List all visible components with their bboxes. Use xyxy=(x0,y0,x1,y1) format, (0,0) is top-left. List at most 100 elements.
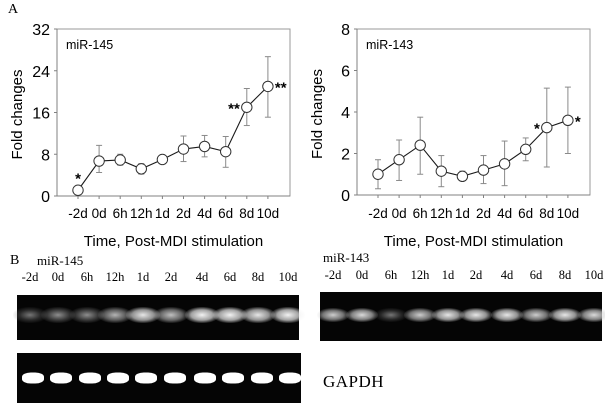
y-axis-label: Fold changes xyxy=(309,69,326,159)
lane-label: 6h xyxy=(80,270,94,284)
gel-gapdh xyxy=(17,353,301,403)
lane-label: 8d xyxy=(251,270,265,284)
gel-band xyxy=(70,307,104,323)
chart-mir145: 0 8 16 24 32 -2d 0d 6h 12h 1d 2d 4d 6d 8d 10d Time, Pos… xyxy=(9,22,291,250)
gapdh-label: GAPDH xyxy=(323,372,385,391)
gel-band xyxy=(107,372,129,384)
lane-label: 2d xyxy=(164,270,178,284)
lane-label: 10d xyxy=(584,268,604,282)
gel-mir145-title: miR-145 xyxy=(37,253,84,268)
lane-label: 2d xyxy=(469,268,483,282)
x-tick-label: 8d xyxy=(539,206,554,221)
plot-frame xyxy=(356,28,591,196)
x-tick-label: 6d xyxy=(218,206,233,221)
y-tick-label: 8 xyxy=(41,147,50,164)
data-point xyxy=(135,163,148,175)
data-point xyxy=(372,168,384,180)
lane-label: 4d xyxy=(500,268,514,282)
data-point xyxy=(177,143,190,155)
gel-band xyxy=(135,372,157,384)
gel-band xyxy=(317,308,349,322)
data-point xyxy=(262,80,274,93)
y-tick-label: 32 xyxy=(32,22,50,39)
gel-band xyxy=(271,307,305,323)
x-tick-label: 1d xyxy=(455,206,470,221)
x-tick-label: 6d xyxy=(518,206,533,221)
gel-band xyxy=(194,372,216,384)
gel-band xyxy=(164,372,186,384)
y-tick-label: 6 xyxy=(341,64,350,81)
gel-band xyxy=(520,308,552,322)
x-axis-label: Time, Post-MDI stimulation xyxy=(84,233,263,250)
y-tick-label: 24 xyxy=(32,64,50,81)
gel-band xyxy=(13,307,47,323)
gel-band xyxy=(98,307,132,323)
lane-label: 6d xyxy=(223,270,237,284)
x-tick-label: -2d xyxy=(68,206,88,221)
y-tick-label: 0 xyxy=(341,188,350,205)
panel-a-label: A xyxy=(8,2,19,17)
data-point xyxy=(414,139,426,151)
x-tick-label: -2d xyxy=(368,206,388,221)
gel-band xyxy=(22,372,44,384)
significance-marker: * xyxy=(75,170,81,187)
data-line xyxy=(377,119,569,177)
gel-band xyxy=(279,372,301,384)
x-tick-label: 10d xyxy=(557,206,580,221)
data-point xyxy=(114,154,126,166)
significance-marker: ** xyxy=(275,79,287,96)
gel-band xyxy=(549,308,581,322)
lane-label: -2d xyxy=(21,270,39,284)
gel-band xyxy=(50,372,72,384)
chart-mir143: 0 2 4 6 8 -2d 0d 6h 12h 1d 2d 4d 6d 8d 10d Time, Post-M… xyxy=(309,22,591,250)
x-axis-label: Time, Post-MDI stimulation xyxy=(384,233,563,250)
gel-band xyxy=(432,308,464,322)
y-tick-label: 4 xyxy=(341,105,350,122)
series-title: miR-145 xyxy=(66,38,113,52)
gel-band xyxy=(251,372,273,384)
lane-label: 1d xyxy=(136,270,150,284)
data-point xyxy=(198,140,211,153)
x-tick-label: 8d xyxy=(239,206,254,221)
lane-label: 0d xyxy=(51,270,65,284)
data-point xyxy=(520,143,532,156)
data-point xyxy=(156,153,169,166)
data-point xyxy=(393,154,405,166)
gel-band xyxy=(154,307,188,323)
lane-label: 1d xyxy=(441,268,455,282)
x-tick-label: 12h xyxy=(430,206,453,221)
gel-band xyxy=(375,308,407,322)
y-tick-label: 0 xyxy=(41,189,50,206)
gel-mir143-lane-labels: -2d 0d 6h 12h 1d 2d 4d 6d 8d 10d xyxy=(0,268,605,286)
gel-mir143-title: miR-143 xyxy=(323,250,370,265)
series-title: miR-143 xyxy=(366,38,413,52)
x-tick-label: 2d xyxy=(176,206,191,221)
gel-mir145-lane-labels: -2d 0d 6h 12h 1d 2d 4d 6d 8d 10d xyxy=(0,270,305,288)
gel-band xyxy=(126,307,160,323)
x-tick-label: 6h xyxy=(113,206,128,221)
panel-b-label: B xyxy=(10,253,20,268)
data-point xyxy=(220,145,232,158)
data-point xyxy=(435,165,448,177)
lane-label: 10d xyxy=(278,270,298,284)
gel-band xyxy=(185,307,219,323)
gel-band xyxy=(460,308,492,322)
lane-label: 6d xyxy=(529,268,543,282)
x-tick-label: 0d xyxy=(92,206,107,221)
x-tick-label: 0d xyxy=(392,206,407,221)
gel-mir145 xyxy=(13,295,305,340)
y-tick-label: 8 xyxy=(341,22,350,39)
gel-band xyxy=(41,307,75,323)
data-point xyxy=(241,101,253,113)
data-point xyxy=(562,114,574,127)
gel-band xyxy=(213,307,247,323)
data-point xyxy=(541,121,553,134)
y-axis-label: Fold changes xyxy=(9,69,26,159)
data-point xyxy=(477,164,490,176)
significance-marker: * xyxy=(575,113,581,130)
gel-band xyxy=(404,308,436,322)
x-tick-label: 6h xyxy=(413,206,428,221)
x-tick-label: 1d xyxy=(155,206,170,221)
y-tick-label: 2 xyxy=(341,147,350,164)
gel-band xyxy=(79,372,101,384)
